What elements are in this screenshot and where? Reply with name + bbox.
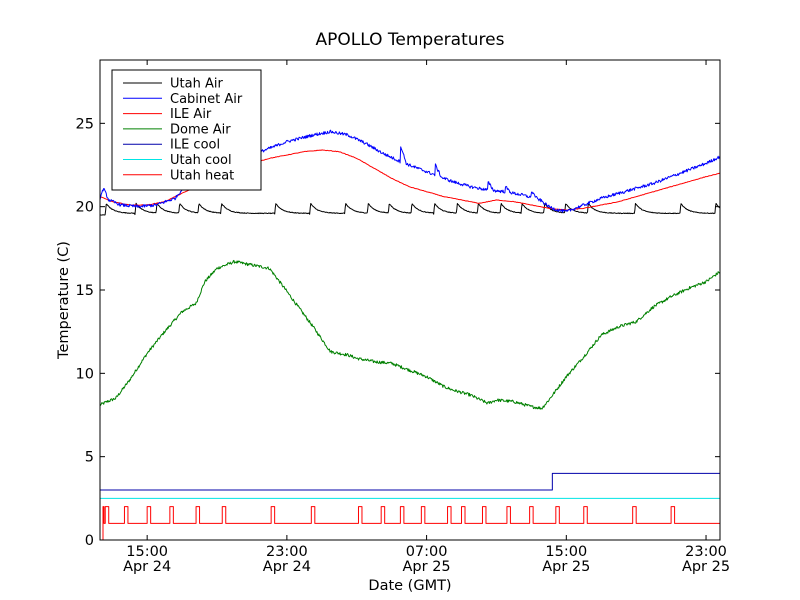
y-tick-label: 5 [85, 450, 94, 466]
x-tick-time-label: 15:00 [545, 544, 587, 560]
x-tick-time-label: 23:00 [266, 544, 308, 560]
series-line-ile-cool [100, 472, 720, 491]
x-tick-date-label: Apr 25 [682, 559, 730, 575]
legend-label-ile-cool: ILE cool [170, 138, 220, 153]
y-tick-label: 20 [76, 200, 94, 216]
plot-frame [99, 59, 721, 541]
x-tick-time-label: 23:00 [685, 544, 727, 560]
y-tick-label: 25 [76, 116, 94, 132]
y-tick-label: 10 [76, 366, 94, 382]
chart-title: APOLLO Temperatures [316, 30, 505, 50]
x-axis-label: Date (GMT) [368, 578, 451, 594]
y-tick-label: 15 [76, 283, 94, 299]
y-axis-label: Temperature (C) [56, 241, 72, 360]
legend-box [111, 69, 262, 191]
legend-label-ile-air: ILE Air [170, 107, 212, 122]
x-tick-date-label: Apr 25 [403, 559, 451, 575]
series-line-utah-air [100, 202, 720, 216]
legend-label-utah-air: Utah Air [170, 77, 223, 92]
series-layer [100, 129, 720, 540]
legend-label-cabinet-air: Cabinet Air [170, 92, 243, 107]
y-tick-label: 0 [85, 533, 94, 549]
x-tick-time-label: 15:00 [126, 544, 168, 560]
x-tick-date-label: Apr 24 [263, 559, 311, 575]
series-line-dome-air [100, 259, 720, 410]
x-tick-time-label: 07:00 [406, 544, 448, 560]
legend-label-utah-heat: Utah heat [170, 168, 234, 183]
legend-label-utah-cool: Utah cool [170, 153, 232, 168]
series-line-utah-heat [102, 506, 720, 540]
x-tick-date-label: Apr 25 [542, 559, 590, 575]
legend-label-dome-air: Dome Air [170, 122, 231, 137]
x-tick-date-label: Apr 24 [123, 559, 171, 575]
